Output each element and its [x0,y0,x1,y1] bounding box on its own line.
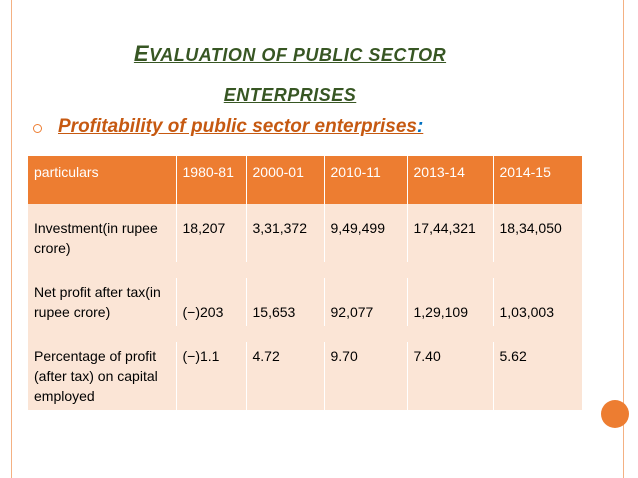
left-frame-line [11,0,12,478]
table-spacer-row [28,262,582,278]
table-cell: 7.40 [406,342,493,410]
spacer-cell [28,326,582,342]
subtitle-row: Profitability of public sector enterpris… [33,116,423,138]
table-row: Net profit after tax(in rupee crore) (−)… [28,278,582,326]
profitability-table: particulars 1980-81 2000-01 2010-11 2013… [28,156,582,410]
right-frame-line [623,0,624,478]
bullet-icon [33,124,42,133]
table-cell: 15,653 [245,278,324,326]
header-cell: particulars [28,156,176,204]
table-cell: (−)1.1 [175,342,246,410]
table-cell: 92,077 [323,278,407,326]
table-cell: 5.62 [492,342,582,410]
table-cell: 1,29,109 [406,278,493,326]
table-cell: 9.70 [323,342,407,410]
table-cell: (−)203 [175,278,246,326]
subtitle: Profitability of public sector enterpris… [58,116,423,138]
header-cell: 2000-01 [245,156,324,204]
title-initial: E [133,41,150,66]
subtitle-colon: : [416,116,424,137]
table-row: Percentage of profit (after tax) on capi… [28,342,582,410]
table-cell: 1,03,003 [492,278,582,326]
table-spacer-row [28,326,582,342]
header-cell: 2010-11 [323,156,407,204]
header-cell: 1980-81 [175,156,246,204]
title-line2: ENTERPRISES [223,85,357,105]
row-label: Percentage of profit (after tax) on capi… [28,342,176,410]
table-cell: 9,49,499 [323,204,407,262]
slide-title: EVALUATION OF PUBLIC SECTOR ENTERPRISES [60,34,520,115]
table-header-row: particulars 1980-81 2000-01 2010-11 2013… [28,156,582,204]
table-row: Investment(in rupee crore) 18,207 3,31,3… [28,204,582,262]
table-cell: 18,34,050 [492,204,582,262]
subtitle-text: Profitability of public sector enterpris… [58,116,417,137]
table-cell: 3,31,372 [245,204,324,262]
header-cell: 2013-14 [406,156,493,204]
row-label: Investment(in rupee crore) [28,204,176,262]
spacer-cell [28,262,582,278]
table-cell: 18,207 [175,204,246,262]
table-cell: 17,44,321 [406,204,493,262]
header-cell: 2014-15 [492,156,582,204]
title-line1: VALUATION OF PUBLIC SECTOR [149,45,447,65]
table-cell: 4.72 [245,342,324,410]
decorative-circle [601,400,629,428]
row-label: Net profit after tax(in rupee crore) [28,278,176,326]
